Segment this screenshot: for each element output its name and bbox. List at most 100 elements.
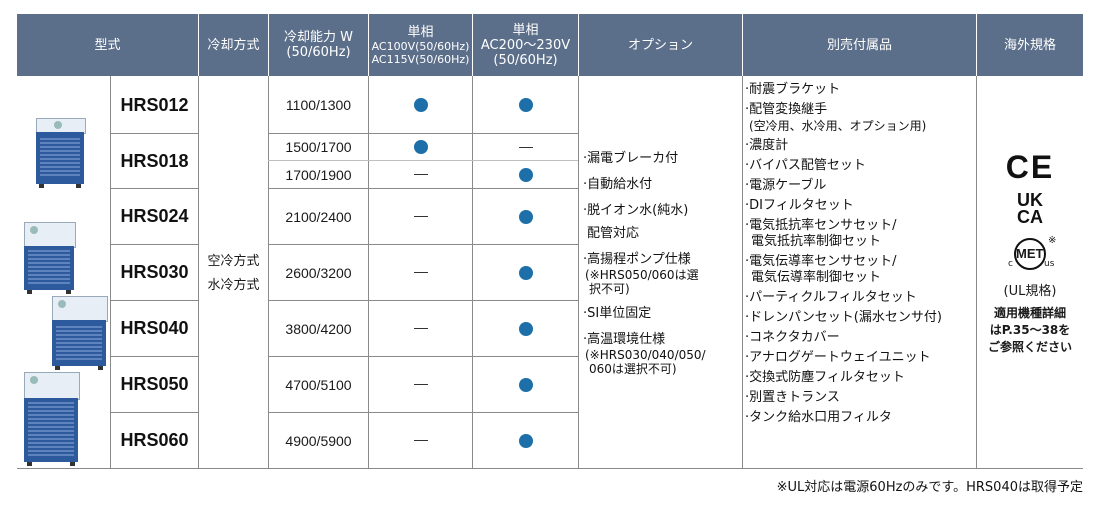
- ac200-cell: [473, 189, 578, 244]
- not-available-dash: [518, 146, 533, 148]
- accessory-item: ·バイパス配管セット: [745, 158, 866, 173]
- grid-line: [472, 76, 473, 468]
- accessory-item: ·ドレンパンセット(漏水センサ付): [745, 310, 942, 325]
- accessory-item: ·耐震ブラケット: [745, 82, 841, 97]
- header-model: 型式: [17, 14, 198, 76]
- ac200-cell: [473, 357, 578, 412]
- available-dot: [518, 167, 533, 182]
- option-item: (※HRS050/060は選: [585, 268, 699, 282]
- ac200-cell: [473, 134, 578, 160]
- available-dot: [413, 98, 428, 112]
- model-hrs030: HRS030: [120, 262, 189, 282]
- grid-line: [110, 188, 198, 189]
- header-options-label: オプション: [627, 37, 693, 53]
- cooling-method-cell: 空冷方式 水冷方式: [199, 244, 268, 304]
- grid-line: [976, 76, 977, 468]
- chiller-unit-image-hrs024: [24, 222, 76, 294]
- capacity-value: 4700/5100: [285, 376, 352, 393]
- footnote-text: ※UL対応は電源60Hzのみです。HRS040は取得予定: [776, 480, 1083, 495]
- model-hrs012: HRS012: [120, 94, 189, 115]
- model-hrs018: HRS018: [120, 150, 189, 171]
- model-name: HRS012: [111, 77, 198, 133]
- capacity-cell: 3800/4200: [269, 301, 368, 356]
- not-available-dash: [413, 328, 428, 329]
- ac100-cell: [369, 301, 472, 356]
- ac100-cell: [369, 413, 472, 468]
- header-ac200-line3: (50/60Hz): [493, 52, 558, 68]
- grid-line: [742, 76, 743, 468]
- available-dot: [518, 377, 533, 392]
- option-item: ·漏電ブレーカ付: [583, 151, 679, 166]
- ac100-cell: [369, 134, 472, 160]
- grid-line: [198, 76, 199, 468]
- capacity-cell: 2600/3200: [269, 245, 368, 300]
- grid-line: [268, 133, 578, 134]
- accessory-item: ·電気抵抗率センサセット/: [745, 218, 897, 233]
- accessory-item: ·タンク給水口用フィルタ: [745, 410, 892, 425]
- ukca-line2: CA: [1017, 207, 1043, 227]
- accessories-list: ·耐震ブラケット ·配管変換継手 (空冷用、水冷用、オプション用) ·濃度計 ·…: [745, 82, 975, 426]
- capacity-cell: 1500/1700: [269, 134, 368, 160]
- grid-line: [268, 76, 269, 468]
- option-item: ·自動給水付: [583, 177, 653, 192]
- accessory-item: ·アナログゲートウェイユニット: [745, 350, 931, 365]
- not-available-dash: [413, 384, 428, 385]
- model-hrs024: HRS024: [120, 206, 189, 226]
- ac200-cell: [473, 77, 578, 133]
- grid-line: [110, 76, 111, 468]
- accessory-item: ·電源ケーブル: [745, 178, 827, 193]
- footnote: ※UL対応は電源60Hzのみです。HRS040は取得予定: [600, 476, 1083, 495]
- option-item: 配管対応: [587, 226, 640, 241]
- model-name: HRS024: [111, 189, 198, 244]
- cooling-air: 空冷方式: [207, 254, 260, 269]
- ukca-line1: UK: [1017, 190, 1043, 210]
- header-cooling-method: 冷却方式: [199, 14, 268, 76]
- header-single-phase-100v: 単相 AC100V(50/60Hz) AC115V(50/60Hz): [369, 14, 472, 76]
- header-overseas: 海外規格: [977, 14, 1083, 76]
- overseas-note: 適用機種詳細 はP.35～38を ご参照ください: [977, 305, 1083, 356]
- accessory-item: ·配管変換継手: [745, 102, 828, 117]
- available-dot: [518, 433, 533, 448]
- capacity-value: 4900/5900: [285, 432, 352, 449]
- grid-line: [268, 244, 578, 245]
- grid-line: [17, 468, 1083, 469]
- header-capacity-line1: 冷却能力 W: [284, 30, 353, 45]
- not-available-dash: [413, 272, 428, 273]
- model-hrs060: HRS060: [120, 430, 189, 450]
- accessory-item: ·濃度計: [745, 138, 789, 153]
- overseas-note-line2: はP.35～38を: [989, 323, 1071, 337]
- grid-line: [110, 300, 198, 301]
- capacity-value: 3800/4200: [285, 320, 352, 337]
- model-hrs050: HRS050: [120, 374, 189, 394]
- capacity-cell: 4700/5100: [269, 357, 368, 412]
- options-list: ·漏電ブレーカ付 ·自動給水付 ·脱イオン水(純水) 配管対応 ·高揚程ポンプ仕…: [583, 150, 741, 376]
- grid-line: [368, 76, 369, 468]
- ac200-cell: [473, 413, 578, 468]
- header-model-label: 型式: [94, 37, 121, 53]
- ce-mark-text: CE: [1005, 148, 1055, 185]
- accessory-item: ·コネクタカバー: [745, 330, 840, 345]
- capacity-value: 2100/2400: [285, 208, 352, 225]
- ac100-cell: [369, 161, 472, 188]
- model-name: HRS040: [111, 301, 198, 356]
- header-ac100-line3: AC115V(50/60Hz): [371, 52, 470, 66]
- capacity-cell: 1100/1300: [269, 77, 368, 133]
- header-single-phase-200v: 単相 AC200～230V (50/60Hz): [473, 14, 578, 76]
- met-text: MET: [1016, 246, 1044, 261]
- capacity-value: 1500/1700: [285, 139, 352, 155]
- ac100-cell: [369, 77, 472, 133]
- option-item: 択不可): [589, 282, 630, 296]
- capacity-value: 2600/3200: [285, 264, 352, 281]
- header-overseas-label: 海外規格: [1003, 37, 1056, 53]
- not-available-dash: [413, 440, 428, 441]
- header-ac100-line1: 単相: [407, 24, 434, 40]
- option-item: 060は選択不可): [589, 362, 677, 376]
- ul-label-text: (UL規格): [1003, 284, 1057, 299]
- grid-line: [268, 300, 578, 301]
- header-ac100-line2: AC100V(50/60Hz): [371, 39, 470, 53]
- not-available-dash: [413, 216, 428, 217]
- header-accessories: 別売付属品: [743, 14, 976, 76]
- model-name: HRS030: [111, 245, 198, 300]
- header-ac200-line2: AC200～230V: [480, 37, 571, 53]
- ac100-cell: [369, 245, 472, 300]
